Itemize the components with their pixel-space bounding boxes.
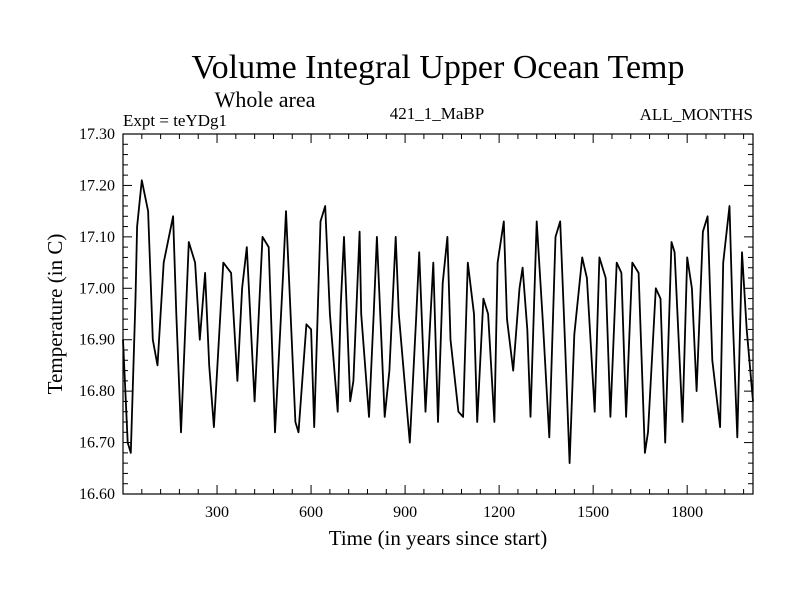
x-axis-label: Time (in years since start) [329,526,548,550]
x-tick-label: 600 [299,504,323,521]
x-tick-label: 1200 [483,504,515,521]
expt-label: Expt = teYDg1 [123,111,227,130]
y-tick-label: 17.10 [79,229,115,246]
y-axis-label: Temperature (in C) [43,234,67,395]
chart-subtitle: Whole area [215,87,316,112]
run-label: 421_1_MaBP [390,104,484,123]
y-axis-ticks [123,143,753,485]
y-tick-label: 17.20 [79,177,115,194]
y-tick-label: 17.30 [79,126,115,143]
y-axis-tick-labels: 16.60 16.70 16.80 16.90 17.00 17.10 17.20 17.30 [79,126,115,503]
y-tick-label: 16.90 [79,332,115,349]
y-tick-label: 16.70 [79,435,115,452]
x-axis-ticks [141,134,745,494]
x-tick-label: 1800 [671,504,703,521]
y-tick-label: 16.80 [79,383,115,400]
x-tick-label: 900 [393,504,417,521]
x-tick-label: 1500 [577,504,609,521]
x-tick-label: 300 [205,504,229,521]
x-axis-tick-labels: 300 600 900 1200 1500 1800 [205,504,703,521]
chart-title: Volume Integral Upper Ocean Temp [192,49,685,86]
temperature-series-line [122,179,754,464]
y-tick-label: 16.60 [79,486,115,503]
plot-frame [122,133,754,495]
months-label: ALL_MONTHS [640,105,753,124]
y-tick-label: 17.00 [79,280,115,297]
